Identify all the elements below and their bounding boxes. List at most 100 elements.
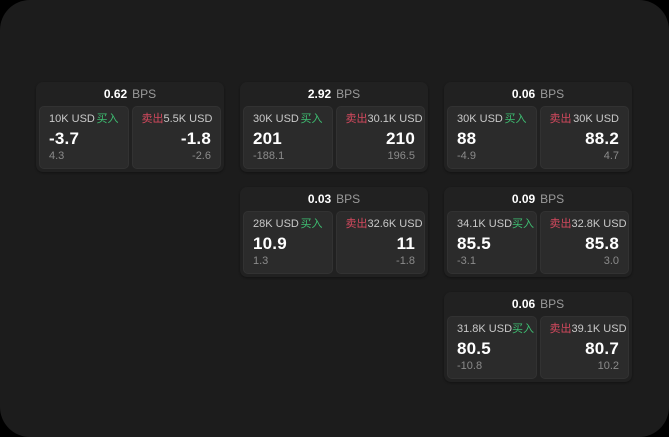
buy-notional: 10K USD [49, 113, 95, 125]
price-tiles: 30K USD 买入 201 -188.1 卖出 30.1K USD 210 1… [240, 106, 428, 172]
sell-delta: -1.8 [396, 255, 415, 267]
buy-notional: 34.1K USD [457, 218, 513, 230]
spread-value: 0.62 [103, 87, 128, 101]
buy-tile-top: 10K USD 买入 [49, 113, 119, 126]
sell-notional: 5.5K USD [163, 113, 213, 125]
sell-side-tag: 卖出 [141, 113, 164, 125]
sell-notional: 39.1K USD [571, 323, 627, 335]
buy-tile-top: 28K USD 买入 [253, 218, 323, 231]
quote-card: 0.09 BPS 34.1K USD 买入 85.5 -3.1 卖出 32.8K… [444, 187, 632, 277]
sell-delta: -2.6 [192, 150, 211, 162]
price-tiles: 28K USD 买入 10.9 1.3 卖出 32.6K USD 11 -1.8 [240, 211, 428, 277]
spread-value: 2.92 [307, 87, 332, 101]
sell-price: 80.7 [585, 338, 619, 358]
spread-header: 0.62 BPS [36, 82, 224, 106]
price-tiles: 10K USD 买入 -3.7 4.3 卖出 5.5K USD -1.8 -2.… [36, 106, 224, 172]
buy-notional: 30K USD [253, 113, 299, 125]
buy-price: 85.5 [457, 233, 491, 253]
buy-delta: -4.9 [457, 150, 476, 162]
buy-delta: -10.8 [457, 360, 483, 372]
buy-price: 201 [253, 128, 282, 148]
buy-price: 88 [457, 128, 477, 148]
sell-delta: 4.7 [603, 150, 619, 162]
buy-tile[interactable]: 30K USD 买入 88 -4.9 [447, 106, 537, 169]
quote-card: 0.62 BPS 10K USD 买入 -3.7 4.3 卖出 5.5K USD… [36, 82, 224, 172]
buy-side-tag: 买入 [512, 323, 535, 335]
buy-delta: 1.3 [253, 255, 269, 267]
buy-notional: 31.8K USD [457, 323, 513, 335]
spread-value: 0.06 [511, 87, 536, 101]
sell-tile-top: 卖出 30K USD [550, 113, 620, 126]
sell-price: 210 [386, 128, 415, 148]
bps-unit-label: BPS [132, 87, 157, 101]
spread-header: 0.06 BPS [444, 292, 632, 316]
spread-header: 0.06 BPS [444, 82, 632, 106]
buy-tile-top: 31.8K USD 买入 [457, 323, 534, 336]
spread-value: 0.03 [307, 192, 332, 206]
spread-header: 0.03 BPS [240, 187, 428, 211]
bps-unit-label: BPS [336, 192, 361, 206]
sell-price: 11 [396, 233, 415, 253]
quote-card: 0.06 BPS 30K USD 买入 88 -4.9 卖出 30K USD 8… [444, 82, 632, 172]
price-tiles: 34.1K USD 买入 85.5 -3.1 卖出 32.8K USD 85.8… [444, 211, 632, 277]
sell-tile[interactable]: 卖出 32.6K USD 11 -1.8 [335, 211, 425, 274]
cards-grid: 0.62 BPS 10K USD 买入 -3.7 4.3 卖出 5.5K USD… [36, 82, 632, 382]
sell-tile[interactable]: 卖出 30K USD 88.2 4.7 [539, 106, 629, 169]
spread-header: 2.92 BPS [240, 82, 428, 106]
sell-delta: 3.0 [603, 255, 619, 267]
buy-tile[interactable]: 31.8K USD 买入 80.5 -10.8 [447, 316, 537, 379]
buy-side-tag: 买入 [512, 218, 535, 230]
spread-value: 0.06 [511, 297, 536, 311]
quote-card: 0.06 BPS 31.8K USD 买入 80.5 -10.8 卖出 39.1… [444, 292, 632, 382]
buy-delta: -188.1 [253, 150, 285, 162]
sell-tile-top: 卖出 30.1K USD [345, 113, 423, 126]
buy-price: 80.5 [457, 338, 491, 358]
sell-delta: 10.2 [597, 360, 619, 372]
buy-side-tag: 买入 [504, 113, 527, 125]
buy-tile[interactable]: 34.1K USD 买入 85.5 -3.1 [447, 211, 537, 274]
buy-tile[interactable]: 30K USD 买入 201 -188.1 [243, 106, 333, 169]
price-tiles: 31.8K USD 买入 80.5 -10.8 卖出 39.1K USD 80.… [444, 316, 632, 382]
sell-side-tag: 卖出 [549, 323, 572, 335]
sell-side-tag: 卖出 [549, 218, 572, 230]
sell-delta: 196.5 [387, 150, 415, 162]
sell-notional: 30K USD [573, 113, 619, 125]
spread-value: 0.09 [511, 192, 536, 206]
price-tiles: 30K USD 买入 88 -4.9 卖出 30K USD 88.2 4.7 [444, 106, 632, 172]
sell-price: -1.8 [180, 128, 211, 148]
sell-tile-top: 卖出 5.5K USD [141, 113, 213, 126]
buy-side-tag: 买入 [300, 113, 323, 125]
sell-notional: 30.1K USD [367, 113, 423, 125]
sell-notional: 32.6K USD [367, 218, 423, 230]
buy-side-tag: 买入 [300, 218, 323, 230]
buy-side-tag: 买入 [96, 113, 119, 125]
buy-notional: 28K USD [253, 218, 299, 230]
sell-price: 85.8 [585, 233, 619, 253]
bps-unit-label: BPS [540, 87, 565, 101]
spread-header: 0.09 BPS [444, 187, 632, 211]
sell-notional: 32.8K USD [571, 218, 627, 230]
sell-tile-top: 卖出 32.8K USD [549, 218, 627, 231]
sell-price: 88.2 [585, 128, 619, 148]
sell-side-tag: 卖出 [345, 218, 368, 230]
bps-unit-label: BPS [336, 87, 361, 101]
buy-delta: 4.3 [49, 150, 65, 162]
sell-tile[interactable]: 卖出 39.1K USD 80.7 10.2 [539, 316, 629, 379]
buy-tile[interactable]: 10K USD 买入 -3.7 4.3 [39, 106, 129, 169]
sell-tile-top: 卖出 32.6K USD [345, 218, 423, 231]
buy-price: 10.9 [253, 233, 287, 253]
sell-side-tag: 卖出 [345, 113, 368, 125]
sell-side-tag: 卖出 [549, 113, 572, 125]
quote-card: 0.03 BPS 28K USD 买入 10.9 1.3 卖出 32.6K US… [240, 187, 428, 277]
sell-tile[interactable]: 卖出 32.8K USD 85.8 3.0 [539, 211, 629, 274]
buy-tile-top: 34.1K USD 买入 [457, 218, 534, 231]
buy-tile[interactable]: 28K USD 买入 10.9 1.3 [243, 211, 333, 274]
bps-unit-label: BPS [540, 192, 565, 206]
sell-tile[interactable]: 卖出 30.1K USD 210 196.5 [335, 106, 425, 169]
bps-unit-label: BPS [540, 297, 565, 311]
sell-tile[interactable]: 卖出 5.5K USD -1.8 -2.6 [131, 106, 221, 169]
buy-notional: 30K USD [457, 113, 503, 125]
quote-card: 2.92 BPS 30K USD 买入 201 -188.1 卖出 30.1K … [240, 82, 428, 172]
sell-tile-top: 卖出 39.1K USD [549, 323, 627, 336]
